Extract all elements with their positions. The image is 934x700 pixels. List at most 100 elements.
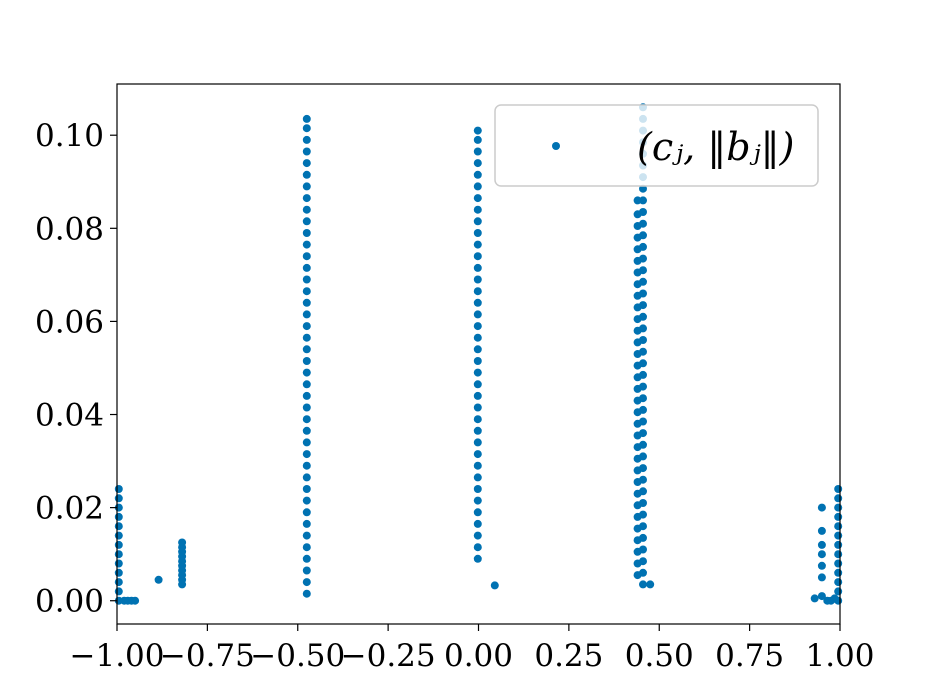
data-point [639, 475, 647, 484]
data-point [639, 289, 647, 298]
data-point [473, 496, 482, 505]
data-point [302, 461, 311, 470]
data-point [639, 242, 647, 251]
data-point [639, 533, 647, 542]
legend-box [494, 104, 819, 187]
data-point [473, 275, 482, 284]
data-point [473, 508, 482, 517]
data-point [639, 382, 647, 391]
data-point [639, 370, 647, 379]
x-tick-label: 1.00 [805, 638, 874, 674]
data-point [834, 596, 843, 605]
data-point [302, 380, 311, 389]
data-point [302, 589, 311, 598]
data-point [114, 494, 123, 503]
data-point [473, 182, 482, 191]
data-point [834, 578, 843, 587]
data-point [302, 182, 311, 191]
data-point [473, 403, 482, 412]
x-tick-label: 0.75 [715, 638, 784, 674]
data-point [302, 275, 311, 284]
data-point [639, 429, 647, 438]
data-point [302, 473, 311, 482]
data-point [302, 531, 311, 540]
data-point [302, 322, 311, 331]
data-point [817, 592, 826, 601]
data-point [639, 405, 647, 414]
data-point [639, 336, 647, 344]
data-point [473, 126, 482, 135]
data-point [639, 208, 647, 216]
data-point [810, 594, 819, 603]
data-point [302, 508, 311, 517]
data-point [817, 526, 826, 535]
y-axis: 0.00 0.02 0.04 0.06 0.08 0.10 [35, 118, 117, 620]
data-point [639, 510, 647, 519]
data-point [302, 391, 311, 400]
data-point [639, 417, 647, 426]
data-point [473, 438, 482, 447]
data-point [646, 580, 655, 589]
data-point [114, 578, 123, 587]
data-point [302, 124, 311, 133]
x-tick-label: −1.00 [70, 638, 165, 674]
data-point [639, 557, 647, 566]
data-point [639, 347, 647, 356]
data-point [302, 438, 311, 447]
data-point [639, 324, 647, 333]
data-point [817, 540, 826, 549]
data-point [302, 566, 311, 575]
data-point [114, 559, 123, 568]
x-axis: −1.00−0.75−0.50−0.25 0.00 0.25 0.50 0.75 1.00 [70, 624, 875, 674]
x-tick-label: 0.00 [444, 638, 513, 674]
data-point [154, 575, 163, 584]
data-point [834, 494, 843, 503]
data-point [302, 217, 311, 226]
data-point [302, 252, 311, 261]
data-point [473, 368, 482, 377]
data-point [114, 540, 123, 549]
data-point [302, 135, 311, 144]
data-point [114, 587, 123, 596]
data-point [473, 461, 482, 470]
data-point [639, 568, 647, 577]
data-point [639, 452, 647, 461]
data-point [302, 263, 311, 272]
data-point [639, 312, 647, 321]
data-point [114, 485, 123, 493]
data-point [473, 345, 482, 354]
data-point [639, 440, 647, 449]
data-point [834, 568, 843, 577]
data-point [302, 578, 311, 587]
data-point [473, 263, 482, 272]
data-point [473, 287, 482, 296]
data-point [473, 147, 482, 156]
x-tick-label: −0.75 [160, 638, 255, 674]
data-point [817, 573, 826, 582]
data-point [473, 333, 482, 342]
data-point [302, 519, 311, 528]
x-tick-label: 0.50 [625, 638, 694, 674]
data-point [302, 357, 311, 365]
data-point [473, 240, 482, 249]
data-point [834, 522, 843, 531]
data-point [639, 487, 647, 496]
y-tick-label: 0.06 [35, 304, 104, 340]
data-point [817, 503, 826, 512]
data-point [473, 519, 482, 528]
data-point [473, 485, 482, 493]
y-tick-label: 0.00 [35, 584, 104, 620]
data-point [473, 217, 482, 226]
data-point [302, 496, 311, 505]
data-point [473, 159, 482, 168]
data-point [114, 512, 123, 521]
data-point [639, 464, 647, 473]
data-point [302, 543, 311, 552]
data-point [114, 531, 123, 540]
data-point [639, 394, 647, 403]
y-tick-label: 0.08 [35, 211, 104, 247]
data-point [834, 512, 843, 521]
data-point [473, 298, 482, 307]
data-point [834, 485, 843, 493]
